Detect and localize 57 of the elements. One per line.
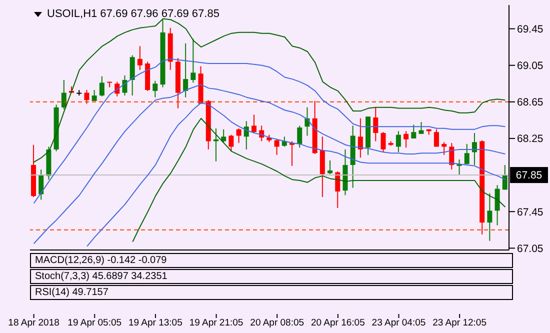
y-tick-label: 67.05 [517, 242, 544, 255]
line-series [86, 102, 506, 247]
chart-title: USOIL,H1 67.69 67.96 67.69 67.85 [47, 8, 220, 20]
candlestick [464, 143, 470, 165]
x-tick-label: 20 Apr 16:05 [310, 318, 365, 329]
y-tick-label: 68.65 [517, 96, 544, 109]
y-tick-label: 67.45 [517, 206, 544, 218]
candlestick [358, 118, 363, 158]
candlestick [472, 132, 477, 166]
x-tick-label: 20 Apr 08:05 [250, 318, 304, 329]
ref-line-label: 67.85 [516, 170, 542, 182]
candlestick [221, 128, 226, 144]
x-tick-label: 19 Apr 13:05 [128, 318, 182, 329]
x-tick-label: 19 Apr 05:05 [68, 318, 122, 329]
candlestick [183, 42, 188, 98]
text: Stoch(7,3,3) 45.6897 34.2351 [30, 269, 513, 284]
candlestick [396, 130, 401, 153]
candlestick [251, 114, 256, 134]
candlestick [404, 130, 409, 148]
candlestick [282, 136, 287, 148]
y-tick-label: 69.45 [517, 23, 544, 36]
x-tick-label: 18 Apr 2018 [8, 318, 60, 329]
x-tick-label: 23 Apr 04:05 [372, 318, 426, 329]
candlestick [61, 79, 66, 110]
y-tick-label: 69.05 [517, 60, 544, 72]
line-series [33, 18, 506, 163]
candlestick [380, 132, 386, 153]
candlestick [152, 80, 158, 98]
y-tick-label: 68.25 [517, 133, 544, 146]
line-series [132, 118, 506, 242]
candlestick [190, 38, 196, 84]
line-series [33, 58, 506, 204]
text: RSI(14) 49.7157 [30, 285, 513, 300]
candlestick [411, 124, 416, 139]
candlestick [494, 184, 500, 226]
text: MACD(12,26,9) -0.142 -0.079 [30, 253, 513, 268]
x-tick-label: 19 Apr 21:05 [189, 318, 244, 329]
candlestick [236, 128, 242, 144]
candlestick [130, 54, 135, 96]
candlestick [328, 160, 333, 175]
x-tick-label: 23 Apr 12:05 [432, 318, 487, 329]
candlestick [38, 169, 44, 200]
candlestick [449, 142, 454, 170]
candlestick [137, 46, 142, 70]
candlestick [228, 134, 234, 152]
candlestick [122, 74, 128, 96]
candlestick [442, 142, 447, 156]
candlestick [297, 125, 302, 148]
candlestick [84, 90, 90, 104]
candlestick [418, 122, 424, 134]
candlestick [487, 192, 492, 242]
candlestick [92, 90, 97, 102]
candlestick [434, 128, 439, 148]
candlestick [320, 136, 325, 198]
candlestick [274, 138, 280, 156]
candlestick [99, 76, 104, 97]
candlestick [373, 106, 378, 142]
